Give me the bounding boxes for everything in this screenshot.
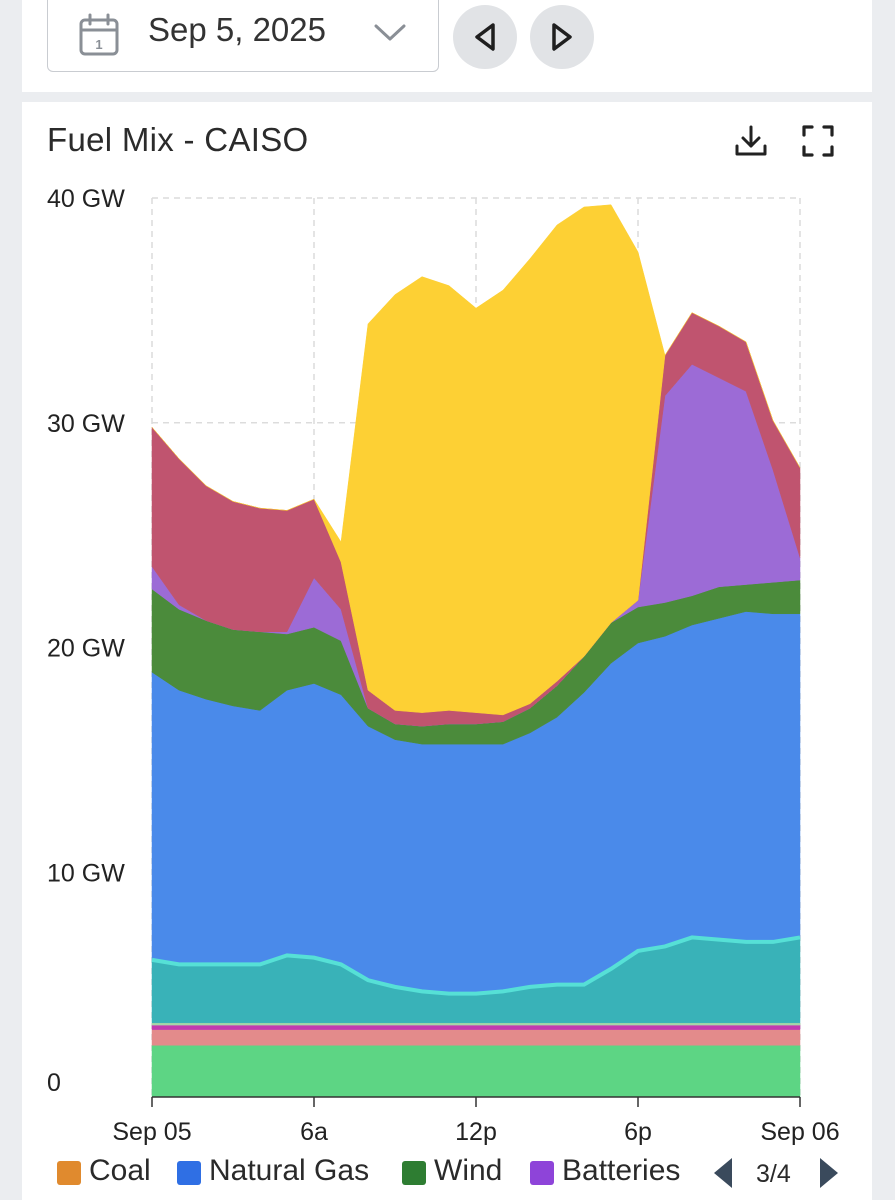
x-tick-label: 12p (455, 1118, 497, 1146)
y-tick-label: 20 GW (47, 635, 125, 663)
x-tick-label: 6p (624, 1118, 652, 1146)
previous-day-button[interactable] (453, 5, 517, 69)
x-tick-label: 6a (300, 1118, 328, 1146)
x-tick-label: Sep 05 (112, 1118, 191, 1146)
toolbar: 1 Sep 5, 2025 (22, 0, 872, 92)
triangle-right-icon (552, 23, 572, 51)
chevron-down-icon (374, 24, 406, 41)
triangle-left-icon (475, 23, 495, 51)
area-series-0 (151, 1045, 801, 1098)
area-series-1 (151, 1029, 801, 1046)
legend-label: Wind (434, 1154, 503, 1187)
area-series-2 (151, 1024, 801, 1030)
legend-label: Coal (89, 1154, 151, 1187)
legend-next-icon[interactable] (816, 1156, 842, 1190)
area-series-3 (151, 1022, 801, 1026)
y-tick-label: 30 GW (47, 410, 125, 438)
chart-title: Fuel Mix - CAISO (47, 121, 309, 158)
svg-text:1: 1 (95, 37, 102, 52)
date-picker[interactable]: 1 Sep 5, 2025 (47, 0, 439, 72)
legend-page-indicator: 3/4 (756, 1160, 791, 1188)
legend-swatch-wind (402, 1161, 426, 1185)
y-tick-label: 0 (47, 1069, 61, 1097)
next-day-button[interactable] (530, 5, 594, 69)
legend: Coal Natural Gas Wind Batteries 3/4 (22, 1152, 872, 1196)
chart-card: Fuel Mix - CAISO 0 10 GW 20 GW 30 GW 40 GW Se… (22, 102, 872, 1200)
calendar-icon: 1 (79, 13, 119, 56)
legend-prev-icon[interactable] (710, 1156, 736, 1190)
series-edge-line (151, 935, 801, 996)
legend-swatch-coal (57, 1161, 81, 1185)
y-tick-label: 10 GW (47, 859, 125, 887)
y-tick-label: 40 GW (47, 185, 125, 213)
legend-swatch-batteries (530, 1161, 554, 1185)
area-series-9 (151, 204, 801, 716)
x-tick-label: Sep 06 (760, 1118, 839, 1146)
fullscreen-icon[interactable] (799, 122, 837, 160)
legend-swatch-natural-gas (177, 1161, 201, 1185)
legend-label: Natural Gas (209, 1154, 370, 1187)
date-value: Sep 5, 2025 (148, 11, 326, 48)
fuel-mix-chart: 0 10 GW 20 GW 30 GW 40 GW Sep 05 6a 12p 6p Sep 06 (47, 185, 840, 1146)
legend-label: Batteries (562, 1154, 681, 1187)
download-icon[interactable] (732, 122, 770, 160)
